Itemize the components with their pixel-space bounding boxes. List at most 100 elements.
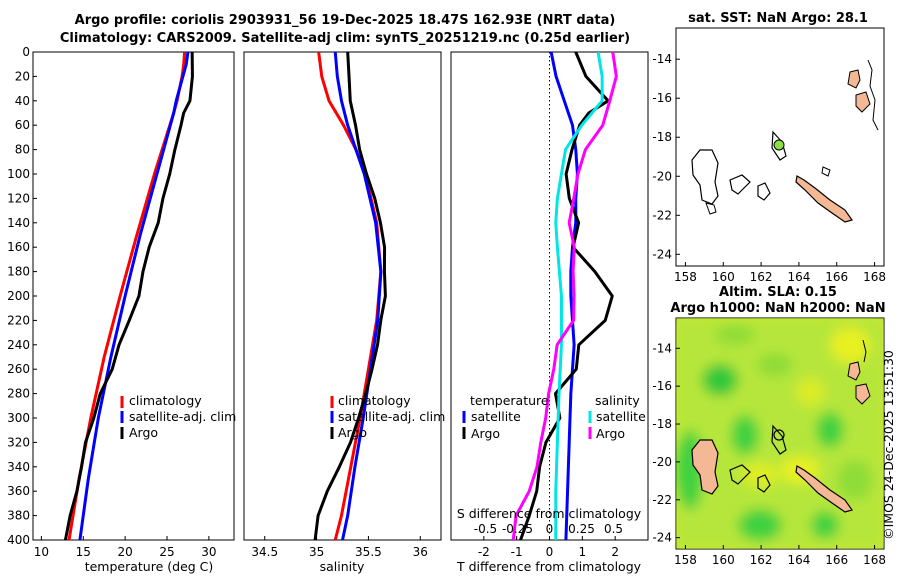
sla-blob bbox=[731, 415, 759, 455]
legend-label-s-satellite: satellite bbox=[596, 409, 646, 424]
island-outline bbox=[867, 59, 879, 131]
legend-label-climatology: climatology bbox=[338, 393, 411, 408]
depth-tick-label: 200 bbox=[7, 289, 30, 303]
imos-watermark: ©IMOS 24-Dec-2025 13:51:30 bbox=[881, 350, 896, 540]
depth-tick-label: 400 bbox=[7, 533, 30, 547]
s-tick-label: 0.25 bbox=[568, 522, 595, 536]
sla-map-title-line1: Altim. SLA: 0.15 bbox=[719, 285, 837, 300]
map-x-tick-label: 160 bbox=[712, 553, 735, 567]
x-tick-label: 35 bbox=[309, 545, 324, 559]
salinity-legend: climatology satellite-adj. clim Argo bbox=[330, 393, 445, 440]
s-tick-label: 0.5 bbox=[604, 522, 623, 536]
map-y-tick-label: -24 bbox=[652, 247, 672, 261]
legend-label-satellite: satellite-adj. clim bbox=[338, 409, 445, 424]
series-line-t-satellite bbox=[549, 52, 579, 540]
depth-tick-label: 280 bbox=[7, 387, 30, 401]
series-line-s-satellite bbox=[554, 52, 604, 540]
sst-map: sat. SST: NaN Argo: 28.1 158 160 162 164 166… bbox=[652, 11, 886, 284]
island-outline bbox=[757, 182, 771, 201]
difference-panel: -2 -1 0 1 2 S difference from climatology -0… bbox=[450, 51, 649, 574]
map-y-tick-label: -24 bbox=[652, 531, 672, 545]
map-y-tick-label: -14 bbox=[652, 52, 672, 66]
map-y-tick-label: -20 bbox=[652, 455, 672, 469]
depth-tick-label: 260 bbox=[7, 362, 30, 376]
x-tick-label: 35.5 bbox=[355, 545, 382, 559]
island-outline bbox=[771, 424, 787, 455]
legend-label-t-satellite: satellite bbox=[471, 409, 521, 424]
map-y-tick-label: -16 bbox=[652, 379, 672, 393]
island-outline bbox=[847, 69, 861, 89]
legend-label-argo: Argo bbox=[338, 425, 367, 440]
temperature-panel: 0 20 40 60 80 100 120 140 160 180 200 220 240 260 280 3… bbox=[7, 45, 455, 574]
map-x-tick-label: 168 bbox=[863, 553, 886, 567]
temperature-plot-area bbox=[32, 51, 235, 541]
x-tick-label: 20 bbox=[117, 545, 132, 559]
map-x-tick-label: 162 bbox=[750, 270, 773, 284]
x-tick-label: 34.5 bbox=[251, 545, 278, 559]
depth-tick-label: 80 bbox=[15, 143, 30, 157]
sla-blob bbox=[811, 511, 839, 539]
map-y-tick-label: -16 bbox=[652, 91, 672, 105]
depth-tick-labels: 0 20 40 60 80 100 120 140 160 180 200 220 240 260 280 3… bbox=[7, 45, 455, 547]
map-y-tick-label: -20 bbox=[652, 169, 672, 183]
map-x-tick-label: 158 bbox=[674, 553, 697, 567]
depth-tick-label: 360 bbox=[7, 484, 30, 498]
s-difference-xlabel: S difference from climatology bbox=[457, 506, 642, 521]
series-line-s-argo bbox=[511, 52, 618, 540]
argo-position-marker bbox=[773, 429, 785, 441]
legend-label-argo: Argo bbox=[129, 425, 158, 440]
depth-tick-label: 380 bbox=[7, 509, 30, 523]
map-x-tick-label: 164 bbox=[787, 553, 810, 567]
map-x-tick-label: 164 bbox=[787, 270, 810, 284]
island-outline bbox=[757, 474, 771, 493]
new-caledonia-outline bbox=[691, 149, 719, 205]
island-outline bbox=[821, 166, 831, 177]
sst-coastlines bbox=[691, 59, 879, 223]
x-tick-label: 1 bbox=[579, 545, 587, 559]
depth-tick-label: 20 bbox=[15, 69, 30, 83]
x-tick-label: 10 bbox=[34, 545, 49, 559]
s-tick-label: -0.5 bbox=[474, 522, 497, 536]
difference-legend-salinity: salinity satellite Argo bbox=[588, 393, 646, 441]
sla-blob bbox=[702, 364, 738, 396]
map-x-tick-label: 160 bbox=[712, 270, 735, 284]
legend-label-climatology: climatology bbox=[129, 393, 202, 408]
island-outline bbox=[855, 91, 871, 113]
salinity-x-ticks: 34.5 35 35.5 36 bbox=[251, 536, 428, 559]
sla-blob bbox=[816, 412, 844, 448]
salinity-panel: 34.5 35 35.5 36 salinity climatology satell… bbox=[243, 51, 445, 574]
series-line-satellite-adj-clim bbox=[78, 52, 190, 540]
depth-tick-label: 220 bbox=[7, 313, 30, 327]
legend-label-s-argo: Argo bbox=[596, 426, 625, 441]
t-difference-xlabel: T difference from climatology bbox=[456, 559, 642, 574]
s-difference-ticks: -0.5 -0.25 0 0.25 0.5 bbox=[474, 522, 623, 536]
vanuatu-chain bbox=[795, 175, 853, 223]
island-outline bbox=[729, 174, 751, 195]
map-y-tick-label: -22 bbox=[652, 493, 672, 507]
map-y-tick-label: -14 bbox=[652, 341, 672, 355]
sst-map-ticks: 158 160 162 164 166 168 -14 -16 -18 -20 -22 -24 bbox=[652, 52, 886, 284]
sla-blob bbox=[742, 463, 778, 487]
sla-map: Altim. SLA: 0.15 Argo h1000: NaN h2000: … bbox=[652, 285, 886, 567]
series-line-t-argo bbox=[519, 52, 614, 540]
depth-tick-label: 180 bbox=[7, 265, 30, 279]
difference-lines bbox=[511, 52, 618, 540]
sla-blob bbox=[738, 509, 782, 541]
sst-map-title: sat. SST: NaN Argo: 28.1 bbox=[688, 11, 868, 26]
legend-title-temperature: temperature bbox=[470, 393, 549, 408]
x-tick-label: 15 bbox=[76, 545, 91, 559]
x-tick-label: -1 bbox=[511, 545, 523, 559]
vanuatu-chain bbox=[795, 465, 853, 513]
x-tick-label: 30 bbox=[201, 545, 216, 559]
island-outline bbox=[855, 383, 871, 405]
temperature-x-ticks: 10 15 20 25 30 bbox=[34, 536, 217, 559]
map-x-tick-label: 166 bbox=[825, 553, 848, 567]
legend-label-t-argo: Argo bbox=[471, 426, 500, 441]
new-caledonia-outline bbox=[691, 439, 719, 495]
temperature-xlabel: temperature (deg C) bbox=[85, 559, 214, 574]
argo-position-marker bbox=[773, 139, 785, 151]
island-outline bbox=[862, 339, 867, 363]
depth-tick-label: 40 bbox=[15, 94, 30, 108]
map-y-tick-label: -18 bbox=[652, 417, 672, 431]
